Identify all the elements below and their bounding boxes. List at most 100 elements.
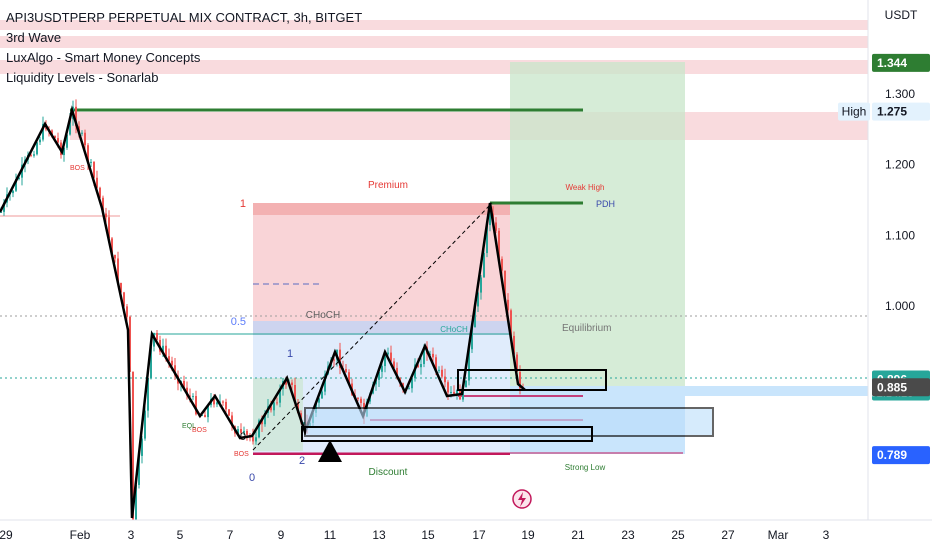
candle-body [57, 138, 59, 143]
candle-body [510, 310, 512, 336]
candle-body [360, 398, 362, 403]
candle-body [213, 398, 215, 405]
candle-body [201, 415, 203, 417]
candle-body [117, 258, 119, 284]
time-tick: 27 [721, 528, 735, 542]
eql-label: EQL [182, 423, 196, 430]
candle-body [216, 402, 218, 405]
price-label-bg [872, 446, 930, 465]
indicator-liquidity-levels[interactable]: Liquidity Levels - Sonarlab [6, 70, 159, 85]
currency-label[interactable]: USDT [884, 8, 918, 22]
candle-body [501, 258, 503, 271]
premium-top [253, 203, 510, 215]
wave-1-label: 1 [287, 348, 293, 360]
candle-body [90, 161, 92, 163]
high-tag-text: High [842, 105, 867, 119]
candle-body [387, 352, 389, 355]
indicator-luxalgo[interactable]: LuxAlgo - Smart Money Concepts [6, 50, 201, 65]
candle-body [441, 369, 443, 377]
wave-path [0, 105, 526, 519]
candle-body [195, 396, 197, 415]
candle-body [126, 306, 128, 317]
choch-label: CHoCH [306, 310, 340, 321]
candle-body [480, 277, 482, 293]
candle-body [321, 391, 323, 399]
time-tick: 23 [621, 528, 635, 542]
fib-diagonal [252, 202, 493, 451]
candle-body [123, 292, 125, 307]
candle-body [345, 368, 347, 373]
candle-body [348, 372, 350, 384]
candle-body [225, 401, 227, 410]
candle-body [75, 106, 77, 127]
candle-body [423, 346, 425, 365]
time-tick: 21 [571, 528, 585, 542]
candle-body [489, 213, 491, 226]
candle-body [264, 412, 266, 425]
time-tick: 5 [177, 528, 184, 542]
liquidity-band [0, 36, 868, 48]
candle-body [390, 352, 392, 362]
candle-body [396, 367, 398, 378]
time-tick: Feb [70, 528, 91, 542]
candle-body [381, 366, 383, 372]
candle-body [318, 398, 320, 403]
price-tick: 1.300 [885, 87, 915, 101]
candle-body [255, 437, 257, 442]
target-zone [510, 62, 685, 386]
indicator-3rd-wave[interactable]: 3rd Wave [6, 30, 62, 45]
candle-body [96, 177, 98, 188]
candle-body [435, 357, 437, 370]
wave-0-label: 0 [249, 472, 255, 484]
candle-body [243, 430, 245, 433]
candle-body [324, 374, 326, 392]
candle-body [453, 391, 455, 394]
candle-body [246, 430, 248, 435]
candle-body [447, 382, 449, 393]
candle-body [141, 438, 143, 456]
price-label-text: 1.275 [877, 105, 907, 119]
candle-body [468, 349, 470, 381]
candle-body [420, 364, 422, 368]
equilibrium-band [253, 321, 510, 335]
demand-box [304, 407, 714, 437]
candle-body [36, 142, 38, 155]
candle-body [102, 197, 104, 214]
premium-label: Premium [368, 180, 408, 191]
candle-body [81, 132, 83, 134]
strong-low-label: Strong Low [565, 463, 606, 472]
candle-body [135, 484, 137, 520]
time-axis: 29 Feb 3 5 7 9 11 13 15 17 19 21 23 25 27 Mar 3 [0, 519, 932, 550]
candle-body [15, 178, 17, 191]
candle-body [450, 391, 452, 393]
bos-label-2: BOS [192, 427, 207, 434]
candle-body [483, 253, 485, 278]
candle-body [384, 354, 386, 367]
time-axis-bg [0, 520, 932, 550]
candle-body [54, 136, 56, 139]
candle-body [66, 134, 68, 148]
candle-body [456, 389, 458, 394]
choch-label-2: CHoCH [440, 325, 468, 334]
liquidity-band [0, 20, 868, 30]
price-tick: 1.100 [885, 228, 915, 242]
fib-1-label: 1 [240, 198, 246, 210]
candle-body [276, 402, 278, 404]
candle-body [105, 213, 107, 218]
candle-body [174, 365, 176, 376]
bos-label-3: BOS [234, 451, 249, 458]
candle-body [162, 345, 164, 352]
candle-body [513, 335, 515, 355]
time-tick: 29 [0, 528, 13, 542]
demand-box-2 [301, 426, 593, 442]
time-tick: 15 [421, 528, 435, 542]
price-label-bg [872, 378, 930, 397]
candle-body [165, 345, 167, 357]
candle-body [486, 225, 488, 254]
candle-body [378, 371, 380, 380]
price-tick: 1.000 [885, 299, 915, 313]
candle-body [507, 299, 509, 311]
candle-body [471, 327, 473, 350]
chart-title: API3USDTPERP PERPETUAL MIX CONTRACT, 3h,… [6, 10, 363, 25]
